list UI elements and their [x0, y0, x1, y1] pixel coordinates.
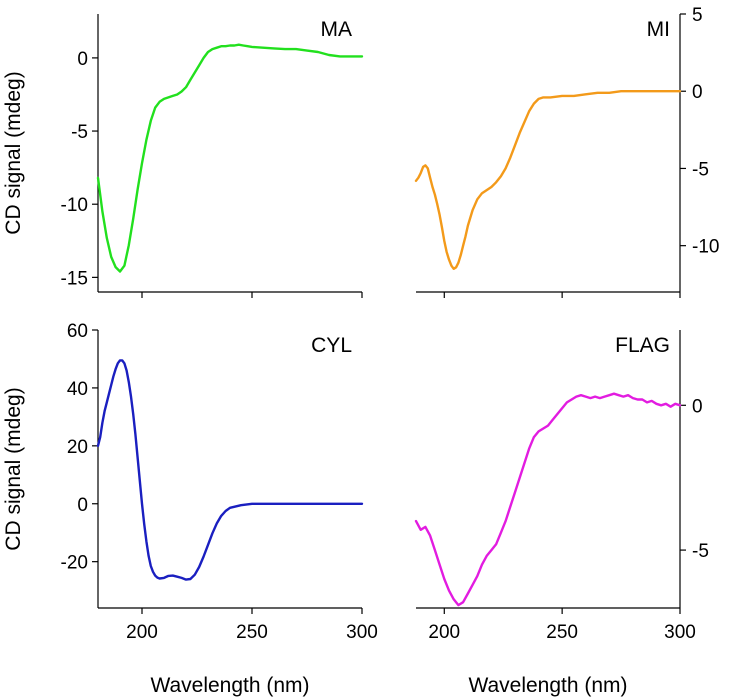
panel-bottom-right-x-tick-label: 200	[428, 622, 460, 643]
panel-bottom-right-y-tick-label: 0	[692, 396, 703, 417]
panel-top-left-label: MA	[321, 18, 353, 41]
panel-top-right-label: MI	[647, 18, 670, 41]
panel-top-right-y-tick-label: -10	[692, 237, 719, 258]
panel-top-left-y-tick-label: 0	[77, 49, 88, 70]
panel-bottom-left-x-axis-title: Wavelength (nm)	[150, 674, 309, 697]
panel-top-left-y-tick-label: -15	[61, 268, 88, 289]
panel-bottom-left-x-tick-label: 200	[126, 622, 158, 643]
panel-bottom-right-x-axis-title: Wavelength (nm)	[468, 674, 627, 697]
panel-top-left-y-tick-label: -10	[61, 195, 88, 216]
panel-bottom-left-y-tick-label: 0	[77, 495, 88, 516]
panel-bottom-left-y-tick-label: -20	[61, 553, 88, 574]
panel-top-left-frame	[97, 14, 362, 293]
panel-top-right-series-line	[414, 89, 682, 270]
panel-bottom-left-y-tick-label: 40	[67, 379, 88, 400]
panel-top-left-y-tick-label: -5	[71, 122, 88, 143]
panel-top-right-frame	[416, 14, 681, 293]
panel-bottom-left-y-tick-label: 20	[67, 437, 88, 458]
panel-bottom-right-x-tick-label: 300	[664, 622, 696, 643]
panel-top-right-y-tick-label: -5	[692, 159, 709, 180]
panel-bottom-left-x-tick-label: 300	[346, 622, 378, 643]
panel-top-right: 5 0 -5 -10 MI	[414, 5, 719, 298]
panel-bottom-right: 200 250 300 0 -5 FLAG Wavelength (nm)	[414, 330, 709, 697]
panel-top-right-y-tick-label: 0	[692, 82, 703, 103]
panel-bottom-right-label: FLAG	[615, 334, 670, 357]
panel-bottom-left-y-axis-title: CD signal (mdeg)	[2, 387, 25, 550]
panel-bottom-right-frame	[416, 330, 681, 609]
panel-top-right-y-tick-label: 5	[692, 5, 703, 26]
panel-bottom-right-y-tick-label: -5	[692, 541, 709, 562]
panel-bottom-left-x-tick-label: 250	[236, 622, 268, 643]
panel-bottom-left-label: CYL	[311, 334, 352, 357]
panel-top-left: 0 -5 -10 -15 MA CD signal (mdeg)	[2, 14, 364, 298]
panel-bottom-left-y-tick-label: 60	[67, 321, 88, 342]
panel-bottom-right-series-line	[414, 392, 682, 607]
panel-top-left-y-axis-title: CD signal (mdeg)	[2, 71, 25, 234]
panel-bottom-right-x-tick-label: 250	[546, 622, 578, 643]
panel-top-left-series-line	[96, 43, 364, 273]
panel-bottom-left-series-line	[96, 359, 364, 581]
